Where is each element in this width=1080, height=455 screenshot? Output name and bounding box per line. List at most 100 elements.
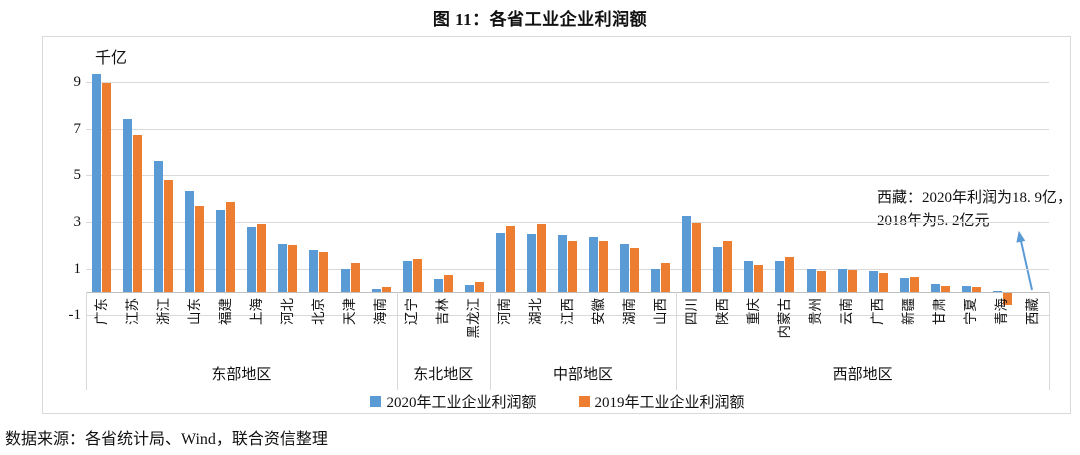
group-separator: [489, 292, 491, 390]
province-label: 甘肃: [932, 298, 948, 325]
bar-y2019-上海: [257, 224, 267, 292]
y-tick-label: 3: [73, 214, 82, 230]
bar-y2020-湖北: [526, 233, 536, 292]
bar-y2020-上海: [247, 226, 257, 292]
province-label: 江苏: [124, 298, 140, 325]
bar-y2019-山西: [661, 262, 671, 292]
legend-swatch-2020: [370, 395, 382, 407]
bar-y2020-北京: [309, 250, 319, 292]
y-tick-label: 5: [73, 167, 82, 184]
bar-y2019-浙江: [164, 180, 174, 292]
province-label: 湖南: [621, 298, 637, 325]
bar-y2020-贵州: [806, 268, 816, 292]
bar-y2019-安徽: [599, 240, 609, 292]
bar-y2019-黑龙江: [474, 281, 484, 292]
chart-legend: 2020年工业企业利润额 2019年工业企业利润额: [43, 390, 1072, 412]
province-label: 山西: [652, 298, 668, 325]
province-label: 广西: [870, 298, 886, 325]
bar-y2019-甘肃: [940, 286, 950, 292]
province-label: 吉林: [435, 298, 451, 325]
bar-y2019-云南: [847, 269, 857, 292]
bar-y2019-辽宁: [412, 259, 422, 292]
province-label: 河南: [497, 298, 513, 325]
bar-y2019-陕西: [723, 240, 733, 292]
bar-y2020-安徽: [589, 237, 599, 292]
province-label: 湖北: [528, 298, 544, 325]
bar-y2020-河南: [495, 232, 505, 292]
province-label: 四川: [683, 298, 699, 325]
bar-y2020-江苏: [123, 119, 133, 292]
legend-label-2020: 2020年工业企业利润额: [386, 394, 537, 411]
gridline: [86, 268, 1049, 270]
bar-y2020-湖南: [620, 244, 630, 292]
province-label: 北京: [310, 298, 326, 325]
annotation-text: 西藏：2020年利润为18. 9亿，2018年为5. 2亿元: [877, 190, 1073, 229]
bar-y2020-广东: [92, 73, 102, 292]
gridline: [86, 82, 1049, 84]
bar-y2020-海南: [371, 288, 381, 292]
province-label: 安徽: [590, 298, 606, 325]
bar-y2020-河北: [278, 244, 288, 292]
bar-chart-plot-area: 千亿 西藏：2020年利润为18. 9亿，2018年为5. 2亿元 2020年工…: [43, 37, 1073, 414]
region-label-中部地区: 中部地区: [553, 367, 614, 383]
bar-y2019-天津: [350, 262, 360, 292]
province-label: 内蒙古: [776, 298, 792, 339]
bar-y2020-辽宁: [402, 260, 412, 292]
bar-y2019-海南: [381, 287, 391, 292]
province-label: 陕西: [714, 298, 730, 325]
bar-y2020-陕西: [713, 246, 723, 292]
province-label: 河北: [279, 298, 295, 325]
y-tick-label: 1: [73, 260, 82, 277]
legend-swatch-2019: [578, 395, 590, 407]
province-label: 广东: [93, 298, 109, 325]
province-label: 山东: [186, 298, 202, 325]
bar-y2020-天津: [340, 268, 350, 292]
province-label: 辽宁: [404, 298, 420, 325]
bar-y2020-山西: [651, 268, 661, 292]
province-label: 新疆: [901, 298, 917, 325]
bar-y2020-江西: [558, 234, 567, 292]
x-axis-zero-line: [86, 292, 1049, 293]
gridline: [86, 175, 1049, 177]
bar-y2020-青海: [992, 290, 1002, 292]
bar-y2020-黑龙江: [464, 285, 474, 292]
bar-y2019-湖南: [630, 247, 640, 292]
gridline: [86, 315, 1049, 317]
province-label: 黑龙江: [466, 298, 482, 339]
province-label: 上海: [248, 298, 264, 325]
gridline: [86, 128, 1049, 130]
bar-y2019-青海: [1002, 293, 1012, 305]
bar-y2020-广西: [868, 271, 878, 292]
province-label: 江西: [559, 298, 575, 325]
bar-y2019-重庆: [754, 265, 764, 292]
bar-y2020-云南: [837, 268, 847, 292]
province-label: 天津: [342, 298, 358, 325]
bar-y2020-宁夏: [961, 286, 971, 292]
bar-y2019-河南: [505, 225, 515, 292]
gridline: [86, 222, 1049, 223]
province-label: 福建: [217, 298, 233, 325]
legend-item-2020: 2020年工业企业利润额: [370, 391, 537, 412]
bar-y2019-河北: [288, 245, 298, 292]
y-axis-unit-label: 千亿: [95, 50, 128, 67]
bar-y2019-内蒙古: [785, 257, 795, 292]
bar-y2019-广东: [102, 83, 112, 292]
bar-y2019-吉林: [443, 274, 453, 292]
bar-y2019-北京: [319, 252, 329, 292]
bar-y2019-贵州: [816, 271, 826, 292]
region-label-东部地区: 东部地区: [211, 367, 272, 383]
province-label: 青海: [994, 298, 1010, 325]
group-separator: [86, 292, 87, 390]
y-tick-label: -1: [68, 307, 82, 324]
bar-y2019-广西: [878, 273, 888, 292]
bar-y2020-吉林: [433, 279, 443, 292]
bar-y2020-浙江: [154, 161, 164, 292]
region-label-西部地区: 西部地区: [832, 367, 893, 383]
bar-y2020-甘肃: [930, 283, 940, 292]
bar-y2019-湖北: [536, 224, 546, 292]
bar-y2019-江苏: [133, 134, 143, 292]
region-label-东北地区: 东北地区: [413, 367, 474, 383]
figure-title: 图 11：各省工业企业利润额: [432, 10, 648, 29]
bar-y2020-山东: [185, 190, 195, 292]
